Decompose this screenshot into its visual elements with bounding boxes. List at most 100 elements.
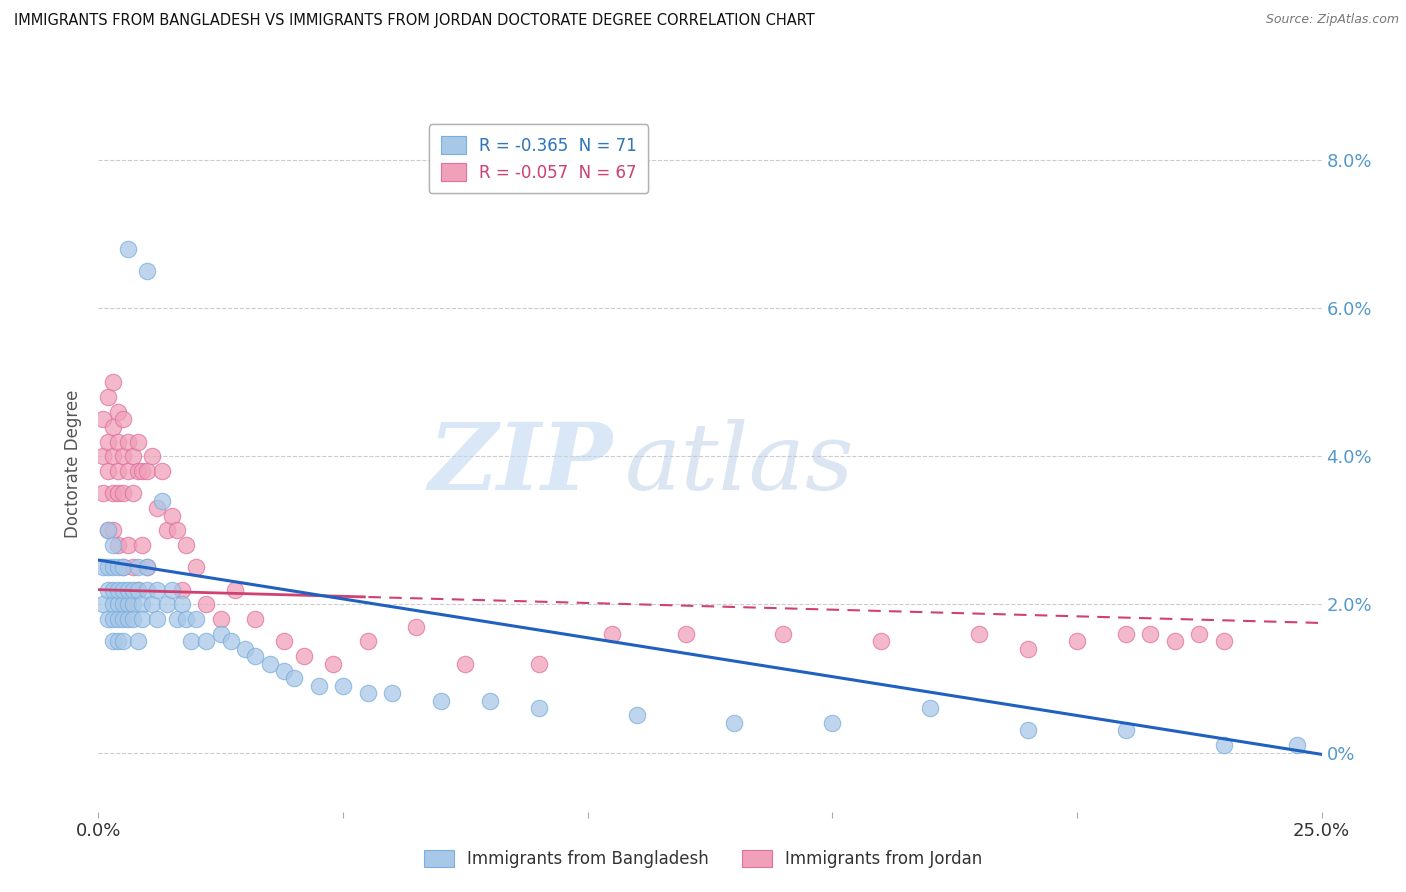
Point <box>195 634 218 648</box>
Point <box>920 701 942 715</box>
Point <box>527 657 550 671</box>
Point <box>180 634 202 648</box>
Point <box>111 560 134 574</box>
Text: ZIP: ZIP <box>427 419 612 508</box>
Point <box>127 582 149 597</box>
Point <box>1017 723 1039 738</box>
Point <box>1066 634 1088 648</box>
Legend: Immigrants from Bangladesh, Immigrants from Jordan: Immigrants from Bangladesh, Immigrants f… <box>416 843 990 875</box>
Point <box>160 582 183 597</box>
Point <box>117 434 139 449</box>
Point <box>273 634 295 648</box>
Point <box>136 464 159 478</box>
Point <box>243 612 266 626</box>
Point <box>723 715 745 730</box>
Point <box>160 508 183 523</box>
Point <box>1212 634 1234 648</box>
Point <box>136 582 159 597</box>
Text: Source: ZipAtlas.com: Source: ZipAtlas.com <box>1265 13 1399 27</box>
Point <box>101 450 124 464</box>
Point <box>121 612 143 626</box>
Point <box>136 264 159 278</box>
Point <box>209 612 232 626</box>
Point <box>121 450 143 464</box>
Point <box>454 657 477 671</box>
Point <box>292 649 315 664</box>
Point <box>97 612 120 626</box>
Y-axis label: Doctorate Degree: Doctorate Degree <box>65 390 83 538</box>
Point <box>97 524 120 538</box>
Point <box>101 538 124 552</box>
Point <box>527 701 550 715</box>
Point <box>117 598 139 612</box>
Point <box>111 560 134 574</box>
Point <box>117 582 139 597</box>
Point <box>111 450 134 464</box>
Point <box>101 524 124 538</box>
Point <box>97 524 120 538</box>
Point <box>870 634 893 648</box>
Legend: R = -0.365  N = 71, R = -0.057  N = 67: R = -0.365 N = 71, R = -0.057 N = 67 <box>429 124 648 194</box>
Point <box>91 560 114 574</box>
Point <box>141 598 163 612</box>
Point <box>101 634 124 648</box>
Point <box>97 464 120 478</box>
Point <box>219 634 242 648</box>
Text: IMMIGRANTS FROM BANGLADESH VS IMMIGRANTS FROM JORDAN DOCTORATE DEGREE CORRELATIO: IMMIGRANTS FROM BANGLADESH VS IMMIGRANTS… <box>14 13 815 29</box>
Point <box>150 493 173 508</box>
Point <box>131 598 153 612</box>
Point <box>430 694 453 708</box>
Point <box>127 634 149 648</box>
Point <box>136 560 159 574</box>
Point <box>146 612 169 626</box>
Point <box>136 560 159 574</box>
Point <box>626 708 648 723</box>
Point <box>195 598 218 612</box>
Point <box>166 524 188 538</box>
Point <box>1115 627 1137 641</box>
Point <box>233 641 256 656</box>
Point <box>356 634 378 648</box>
Point <box>111 598 134 612</box>
Point <box>121 560 143 574</box>
Point <box>381 686 404 700</box>
Point <box>1212 738 1234 752</box>
Text: atlas: atlas <box>624 419 853 508</box>
Point <box>166 612 188 626</box>
Point <box>1164 634 1187 648</box>
Point <box>107 464 129 478</box>
Point <box>107 405 129 419</box>
Point <box>97 390 120 404</box>
Point <box>176 612 198 626</box>
Point <box>111 486 134 500</box>
Point <box>1286 738 1309 752</box>
Point <box>91 450 114 464</box>
Point <box>121 582 143 597</box>
Point <box>146 501 169 516</box>
Point <box>1017 641 1039 656</box>
Point <box>772 627 794 641</box>
Point <box>156 524 179 538</box>
Point <box>131 538 153 552</box>
Point <box>243 649 266 664</box>
Point <box>91 486 114 500</box>
Point <box>117 464 139 478</box>
Point <box>117 612 139 626</box>
Point <box>332 679 354 693</box>
Point <box>131 612 153 626</box>
Point <box>127 582 149 597</box>
Point <box>91 598 114 612</box>
Point <box>356 686 378 700</box>
Point <box>1188 627 1211 641</box>
Point <box>209 627 232 641</box>
Point <box>176 538 198 552</box>
Point <box>107 538 129 552</box>
Point <box>405 620 427 634</box>
Point <box>107 598 129 612</box>
Point <box>259 657 281 671</box>
Point <box>101 486 124 500</box>
Point <box>101 598 124 612</box>
Point <box>600 627 623 641</box>
Point <box>101 560 124 574</box>
Point <box>97 560 120 574</box>
